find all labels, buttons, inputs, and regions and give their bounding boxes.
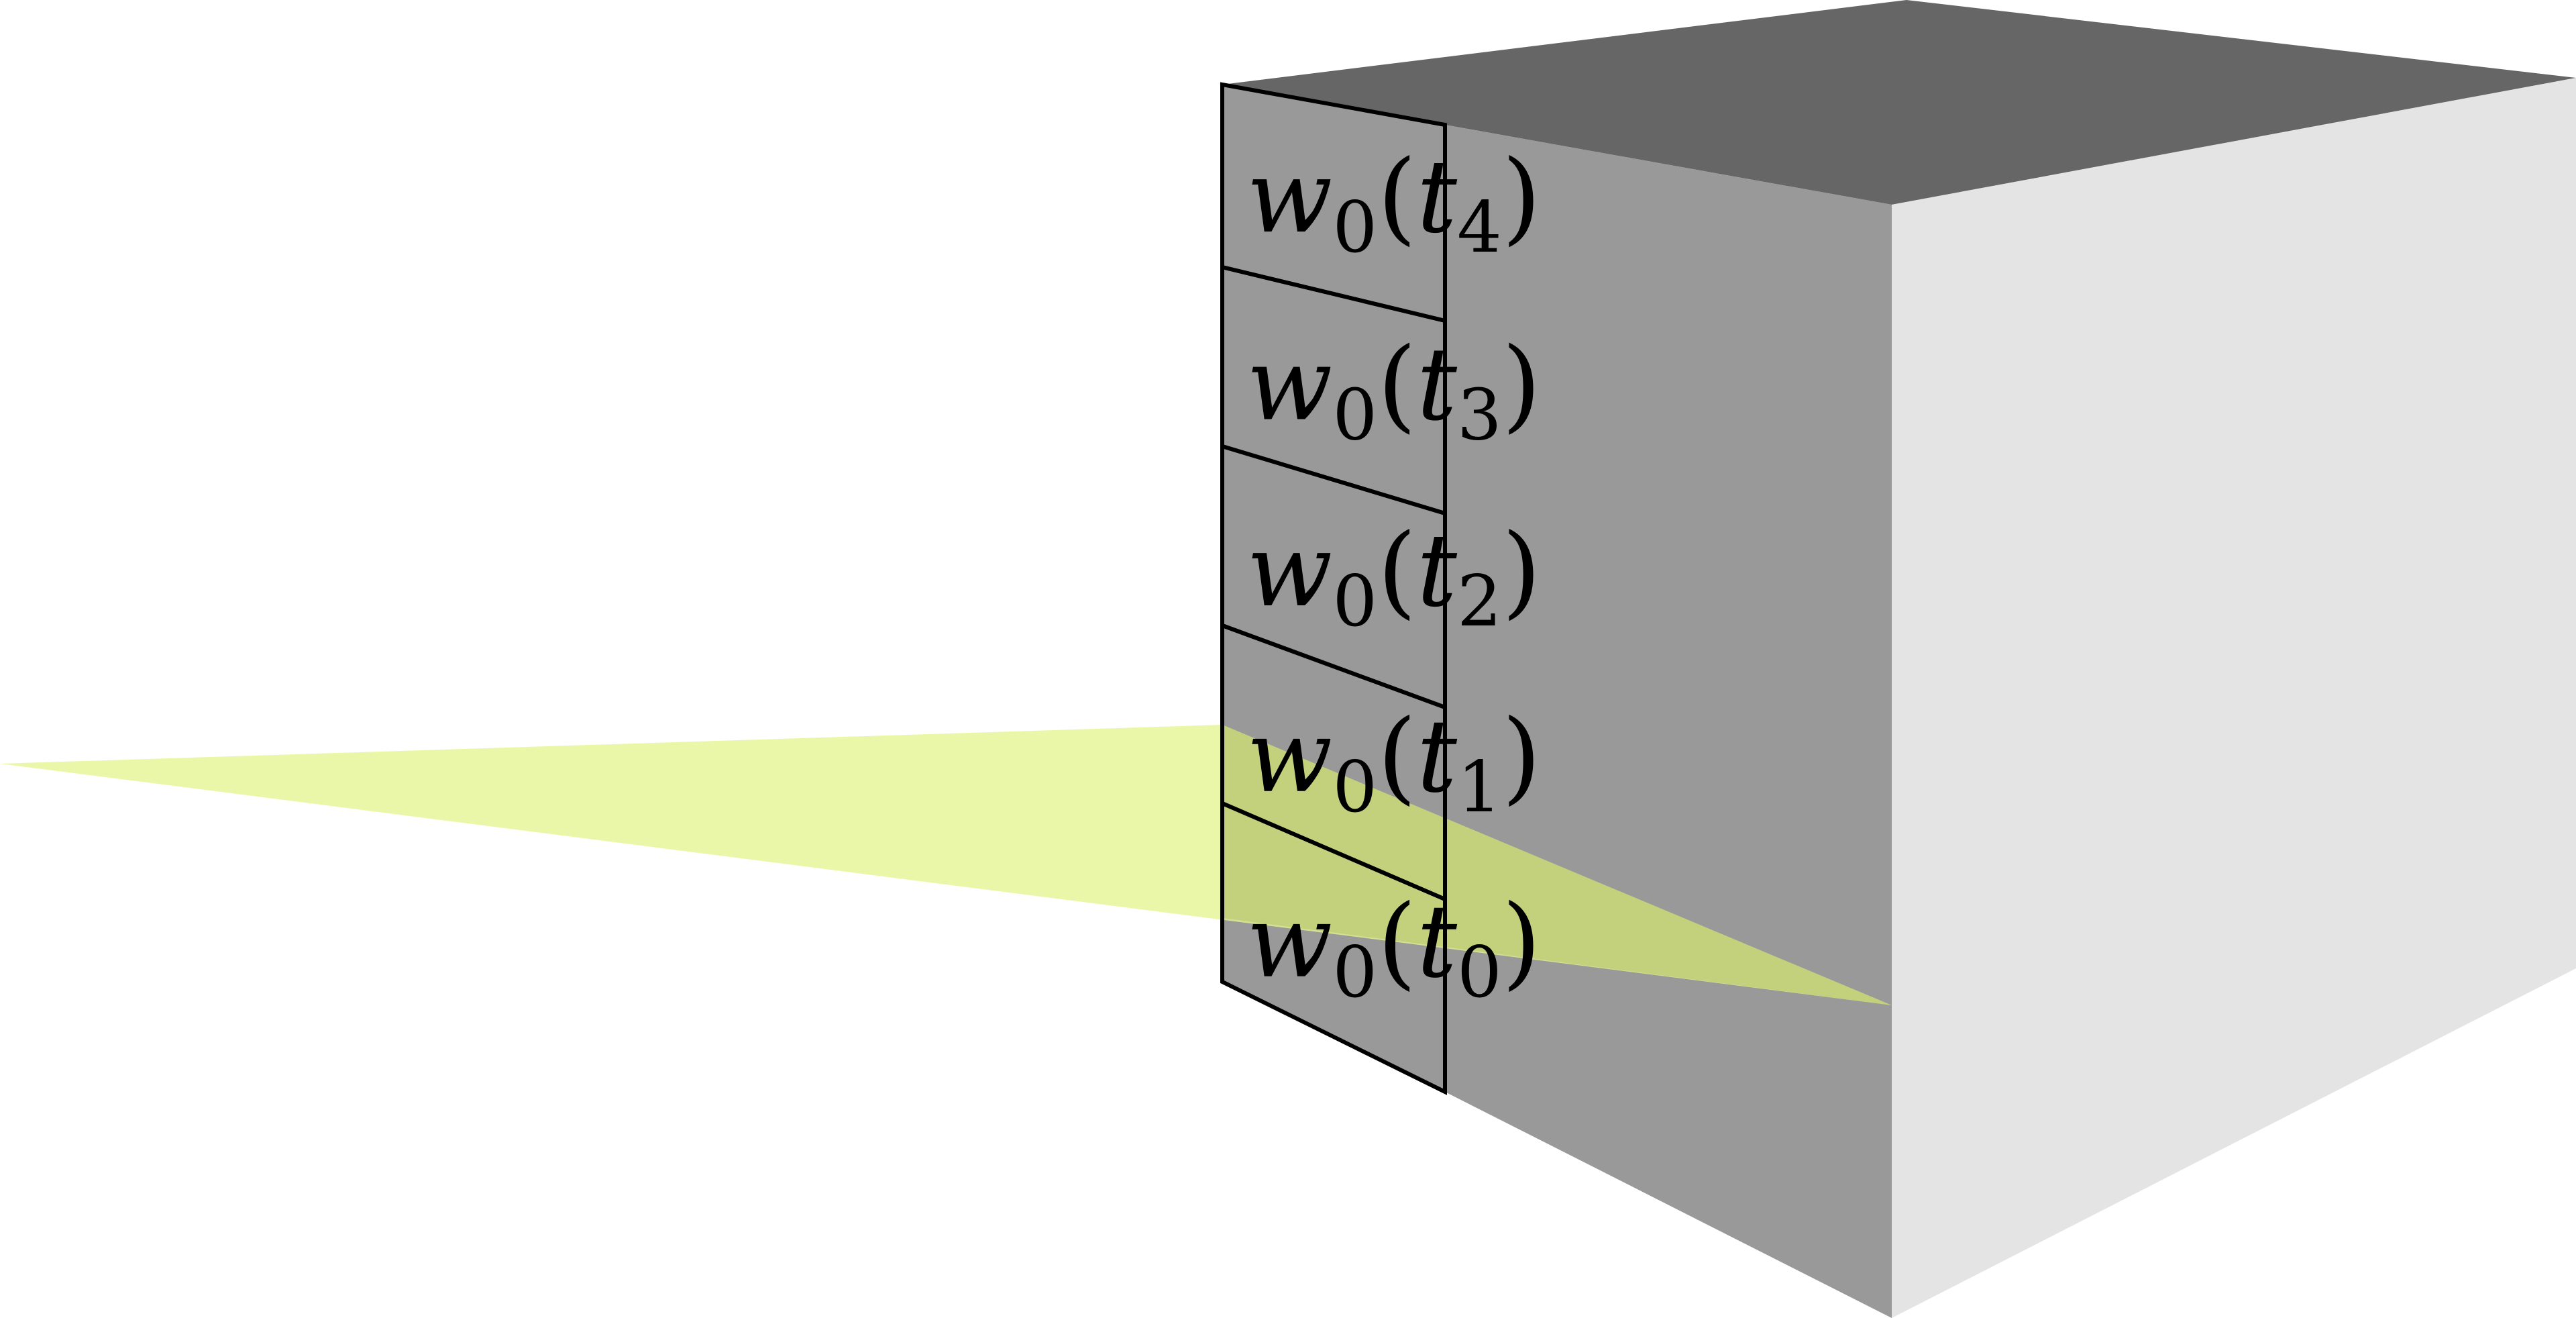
cell-label: w0(t4)	[1246, 139, 1541, 268]
time-step-cell	[1220, 800, 1447, 1095]
cube-right-face	[1892, 78, 2576, 1318]
cell-label: w0(t2)	[1246, 513, 1541, 642]
beam-overlap-region	[1222, 725, 1892, 1005]
cube-left-face	[1222, 85, 1892, 1318]
cell-label: w0(t1)	[1246, 699, 1541, 828]
cell-label: w0(t0)	[1246, 884, 1541, 1013]
time-step-cell-strip: w0(t4) w0(t3) w0(t2) w0(t1) w0(t0)	[1220, 82, 1541, 1095]
cube-top-face	[1222, 0, 2576, 205]
cell-label: w0(t3)	[1246, 327, 1541, 456]
